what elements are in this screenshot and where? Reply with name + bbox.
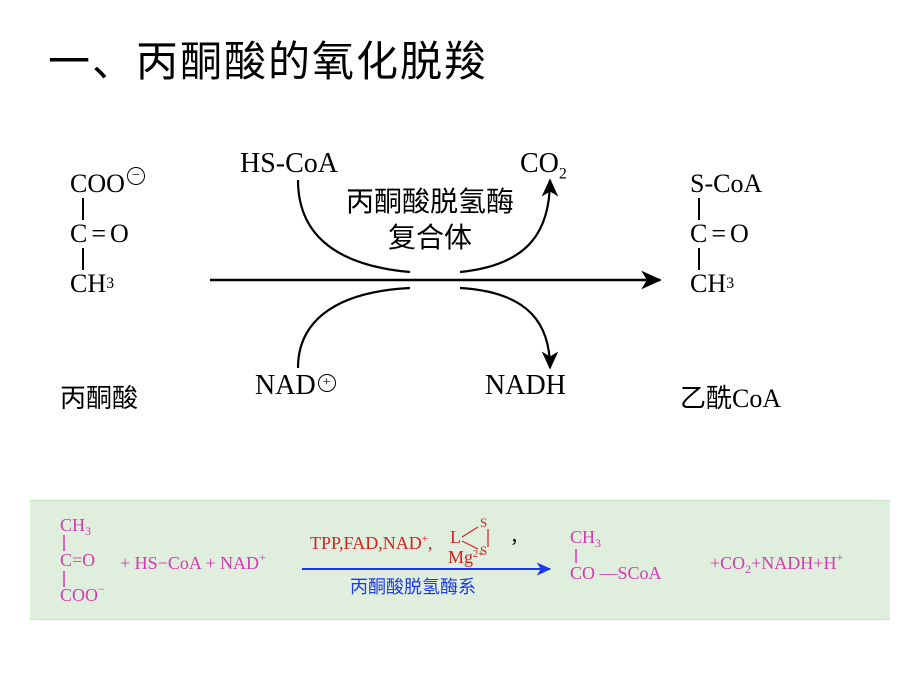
svg-text:CH3: CH3: [60, 515, 91, 538]
eq-enzyme-label: 丙酮酸脱氢酶系: [350, 577, 476, 597]
svg-text:COO−: COO−: [60, 582, 105, 605]
page-title: 一、丙酮酸的氧化脱羧: [48, 28, 488, 89]
eq-reactants: + HS−CoA + NAD+: [120, 550, 266, 573]
eq-cofactors: TPP,FAD,NAD+,: [310, 533, 432, 553]
eq-mg: Mg2+: [448, 547, 484, 567]
main-reaction-diagram: COO − C = O CH 3 丙酮酸 S-CoA C = O CH 3: [30, 130, 890, 450]
eq-comma: ，: [510, 527, 528, 547]
equation-content: CH3 C=O COO− + HS−CoA + NAD+ TPP,FAD,NAD…: [30, 501, 890, 621]
equation-panel: CH3 C=O COO− + HS−CoA + NAD+ TPP,FAD,NAD…: [30, 500, 890, 620]
svg-text:S: S: [480, 515, 487, 530]
eq-acetylcoa: CH3 CO —SCoA: [570, 527, 662, 583]
svg-text:CO —SCoA: CO —SCoA: [570, 563, 662, 583]
svg-text:CH3: CH3: [570, 527, 601, 550]
eq-products-tail: +CO2+NADH+H+: [710, 550, 843, 576]
reaction-arrows-icon: [30, 130, 890, 450]
svg-text:C=O: C=O: [60, 550, 95, 570]
eq-pyruvate: CH3 C=O COO−: [60, 515, 105, 605]
svg-text:L: L: [450, 527, 461, 547]
